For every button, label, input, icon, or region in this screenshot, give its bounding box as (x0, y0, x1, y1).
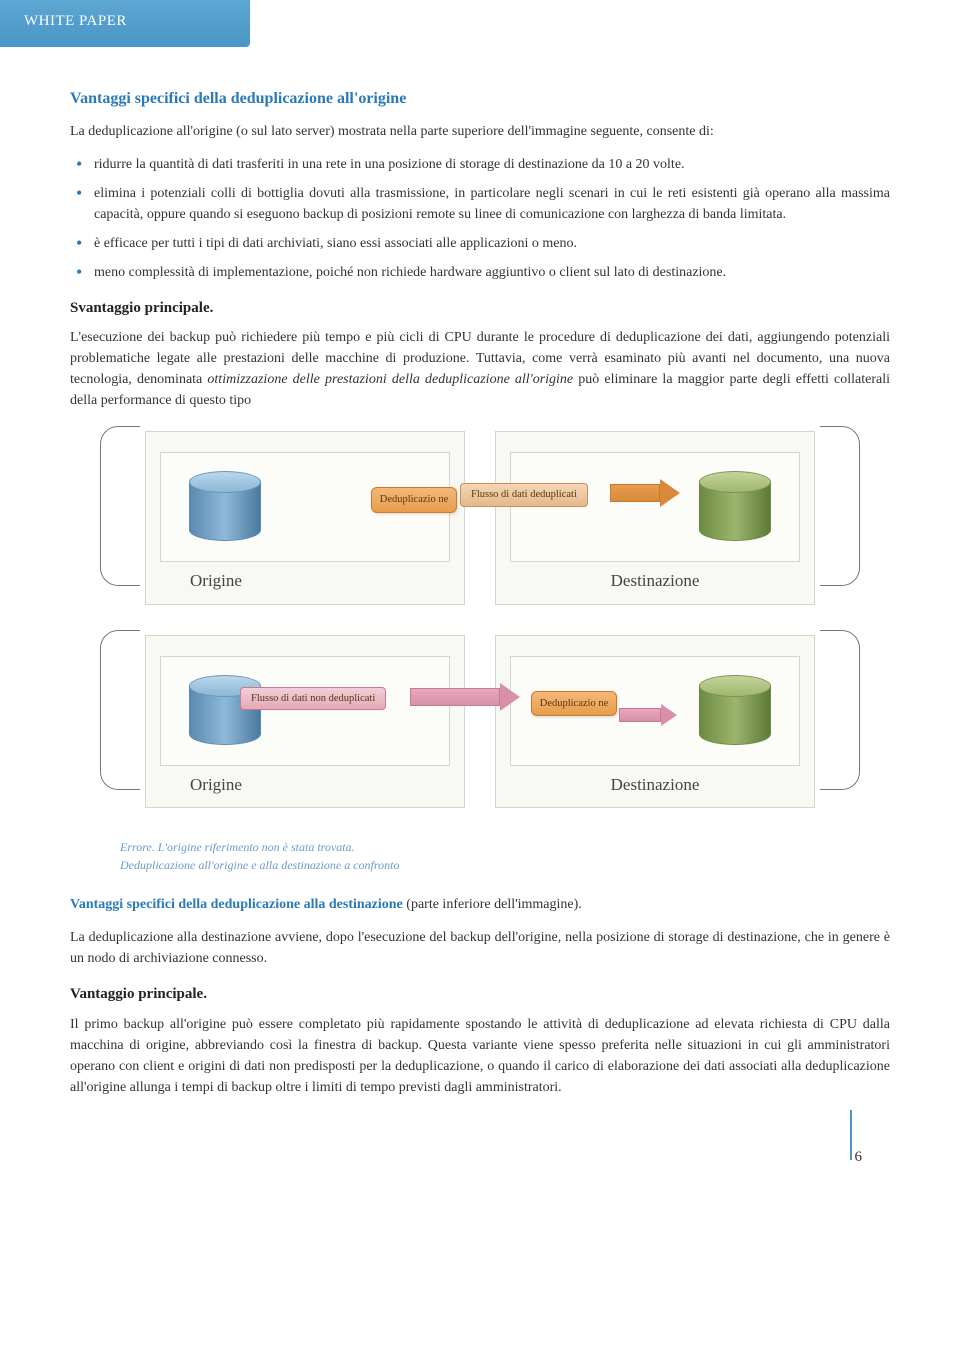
header-label: WHITE PAPER (24, 13, 127, 29)
dest-panel: Deduplicazio ne Destinazione (495, 635, 815, 809)
svantaggio-para: L'esecuzione dei backup può richiedere p… (70, 327, 890, 411)
svantaggio-em: ottimizzazione delle prestazioni della d… (207, 372, 573, 387)
bullet-item: elimina i potenziali colli di bottiglia … (70, 183, 890, 225)
page-content: Vantaggi specifici della deduplicazione … (0, 47, 960, 1190)
page-number: 6 (834, 1146, 862, 1169)
caption-line1: Errore. L'origine riferimento non è stat… (120, 840, 355, 854)
dest-label: Destinazione (510, 568, 800, 594)
bullet-item: è efficace per tutti i tipi di dati arch… (70, 233, 890, 254)
section1-intro: La deduplicazione all'origine (o sul lat… (70, 121, 890, 142)
dest-cylinder-icon (699, 675, 771, 745)
dedup-box: Deduplicazio ne (371, 487, 457, 513)
section2-title-suffix: (parte inferiore dell'immagine). (403, 897, 582, 912)
svantaggio-title: Svantaggio principale. (70, 297, 890, 320)
bracket-right (820, 630, 860, 790)
diagram: Deduplicazio ne Origine Destinazione Flu… (110, 431, 850, 874)
bracket-left (100, 426, 140, 586)
section2-p1: La deduplicazione alla destinazione avvi… (70, 927, 890, 969)
diagram-row-1: Deduplicazio ne Origine Destinazione Flu… (110, 431, 850, 605)
origin-label: Origine (160, 568, 450, 594)
section1-title: Vantaggi specifici della deduplicazione … (70, 87, 890, 111)
dedup-box-label: Deduplicazio ne (540, 698, 609, 709)
origin-cylinder-icon (189, 471, 261, 541)
section2-p2: Il primo backup all'origine può essere c… (70, 1014, 890, 1098)
vantaggio-title: Vantaggio principale. (70, 983, 890, 1006)
section2-title: Vantaggi specifici della deduplicazione … (70, 897, 403, 912)
origin-panel: Deduplicazio ne Origine (145, 431, 465, 605)
diagram-row-2: Origine Deduplicazio ne Dest (110, 635, 850, 809)
dedup-box: Deduplicazio ne (531, 691, 617, 717)
page-footer: 6 (850, 1110, 880, 1160)
origin-label: Origine (160, 772, 450, 798)
flow-label: Flusso di dati non deduplicati (240, 687, 386, 711)
section1-bullets: ridurre la quantità di dati trasferiti i… (70, 154, 890, 283)
header-bar: WHITE PAPER (0, 0, 250, 47)
bullet-item: meno complessità di implementazione, poi… (70, 262, 890, 283)
bracket-right (820, 426, 860, 586)
origin-panel: Origine (145, 635, 465, 809)
dest-panel: Destinazione (495, 431, 815, 605)
dedup-box-label: Deduplicazio ne (380, 494, 449, 505)
dest-label: Destinazione (510, 772, 800, 798)
bullet-item: ridurre la quantità di dati trasferiti i… (70, 154, 890, 175)
section2-title-line: Vantaggi specifici della deduplicazione … (70, 894, 890, 915)
diagram-caption: Errore. L'origine riferimento non è stat… (120, 838, 850, 874)
caption-line2: Deduplicazione all'origine e alla destin… (120, 858, 399, 872)
bracket-left (100, 630, 140, 790)
flow-label: Flusso di dati deduplicati (460, 483, 588, 507)
dest-cylinder-icon (699, 471, 771, 541)
